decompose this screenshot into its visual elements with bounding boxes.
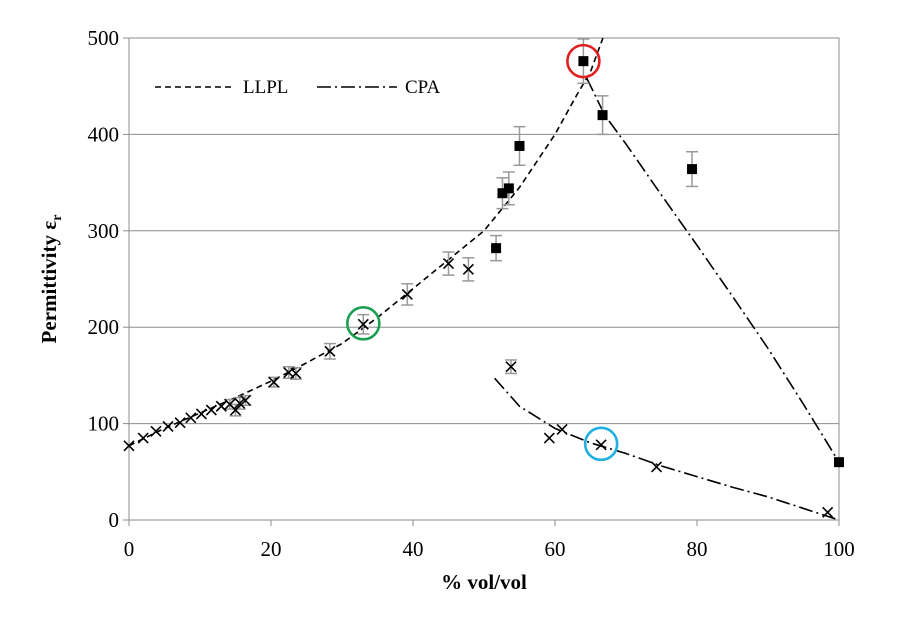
data-point-cross xyxy=(215,400,227,412)
highlight-circle xyxy=(566,43,601,79)
data-point-cross xyxy=(150,425,162,437)
x-tick-label: 80 xyxy=(687,537,708,561)
x-tick-label: 60 xyxy=(545,537,566,561)
data-point-square xyxy=(578,56,589,67)
data-point-cross xyxy=(505,361,517,373)
data-point-cross xyxy=(234,397,246,409)
highlight-circle xyxy=(583,426,619,462)
line-cpa-lower- xyxy=(494,377,839,520)
x-tick-label: 100 xyxy=(823,537,855,561)
data-point-cross xyxy=(595,439,607,451)
plot-area-frame xyxy=(128,37,840,521)
highlight-circles xyxy=(345,43,619,462)
data-point-cross xyxy=(229,404,242,416)
x-tick-label: 0 xyxy=(124,537,135,561)
data-point-cross xyxy=(290,367,302,380)
y-axis-title-main: Permittivity ε xyxy=(37,221,61,344)
line-llpl xyxy=(129,38,604,447)
x-axis-title: % vol/vol xyxy=(441,570,527,594)
data-point-cross xyxy=(822,506,834,518)
model-lines xyxy=(129,38,839,520)
data-point-cross xyxy=(324,345,336,357)
y-tick-label: 100 xyxy=(88,412,120,436)
data-point-cross xyxy=(205,404,217,416)
legend-label-cpa: CPA xyxy=(405,77,440,98)
data-point-square xyxy=(491,243,502,254)
data-point-cross xyxy=(268,376,280,388)
legend: LLPL CPA xyxy=(155,77,440,98)
data-point-cross xyxy=(185,412,197,424)
data-point-square xyxy=(497,188,508,199)
x-tick-label: 40 xyxy=(403,537,424,561)
data-point-square xyxy=(503,183,514,194)
data-point-cross xyxy=(543,432,555,444)
y-axis-title-subscript: r xyxy=(50,215,65,221)
axis-ticks: 0 100 200 300 400 500 0 20 40 60 80 100 xyxy=(88,26,855,561)
line-cpa-upper- xyxy=(586,78,839,463)
y-tick-label: 400 xyxy=(88,122,120,146)
data-point-square xyxy=(597,110,608,121)
y-axis-title: Permittivity εr xyxy=(37,215,65,344)
y-tick-label: 500 xyxy=(88,26,120,50)
data-point-cross xyxy=(137,432,149,444)
y-tick-label: 200 xyxy=(88,315,120,339)
data-point-cross xyxy=(123,440,135,452)
data-point-cross xyxy=(195,408,207,420)
data-point-cross xyxy=(174,417,186,429)
data-markers xyxy=(123,56,844,518)
highlight-circle xyxy=(345,306,381,341)
data-point-square xyxy=(687,164,698,175)
data-point-cross xyxy=(442,258,455,270)
data-point-cross xyxy=(357,318,369,330)
data-point-cross xyxy=(556,423,568,435)
y-tick-label: 0 xyxy=(109,508,120,532)
y-tick-label: 300 xyxy=(88,219,120,243)
legend-label-llpl: LLPL xyxy=(243,77,288,98)
data-point-cross xyxy=(401,288,413,300)
data-point-square xyxy=(834,457,844,468)
data-point-cross xyxy=(462,263,474,275)
data-point-cross xyxy=(162,420,174,433)
data-point-square xyxy=(514,140,525,151)
x-tick-label: 20 xyxy=(261,537,282,561)
data-point-cross xyxy=(239,394,252,407)
data-point-cross xyxy=(650,461,663,473)
